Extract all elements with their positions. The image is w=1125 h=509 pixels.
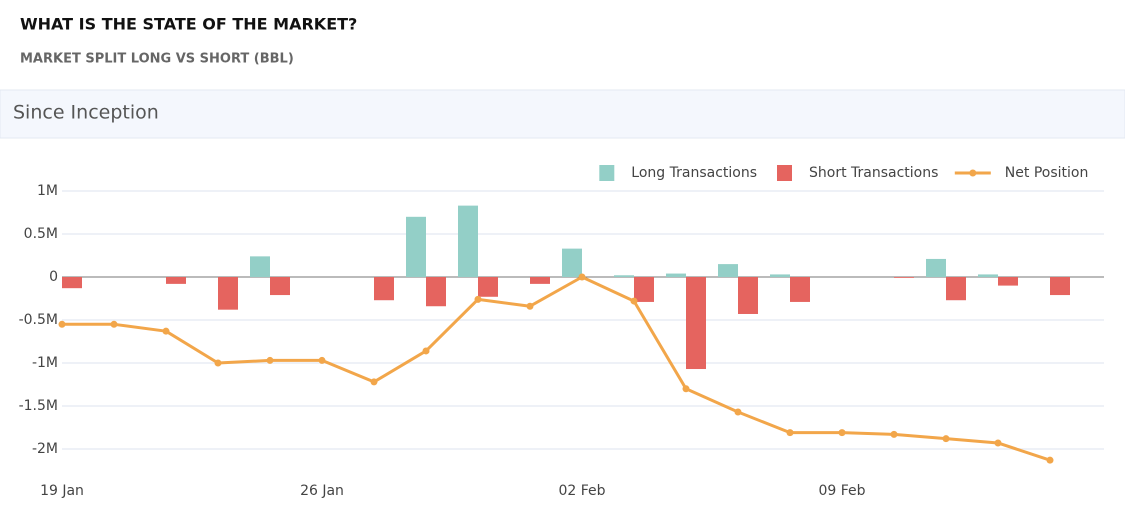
bar — [686, 277, 706, 370]
bar — [218, 277, 238, 310]
bar — [926, 258, 946, 277]
chart: -2M -1.5M -1M -0.5M 0 0.5M 1M 19 Jan 26 Jan 02 Fe… — [19, 165, 1104, 499]
legend-label: Short Transactions — [809, 165, 938, 181]
bar — [894, 277, 914, 278]
point — [890, 430, 898, 438]
bar — [406, 216, 426, 277]
bar — [530, 277, 550, 284]
y-tick-label: -1M — [32, 355, 58, 371]
point — [578, 273, 586, 281]
bar — [946, 277, 966, 301]
bar — [458, 205, 478, 277]
legend-label: Long Transactions — [631, 165, 757, 181]
line — [62, 275, 1051, 462]
page-subtitle: MARKET SPLIT LONG VS SHORT (BBL) — [20, 52, 294, 67]
point — [1046, 456, 1054, 464]
point — [682, 385, 690, 393]
point — [266, 356, 274, 364]
y-tick-label: 0.5M — [24, 226, 58, 242]
point — [474, 295, 482, 303]
point — [994, 439, 1002, 447]
y-tick-label: -1.5M — [19, 398, 58, 414]
panel-title: Since Inception — [13, 102, 159, 124]
y-tick-label: 0 — [49, 269, 58, 285]
bar — [738, 277, 758, 314]
bar — [562, 248, 582, 277]
legend-label: Net Position — [1005, 165, 1089, 181]
point — [318, 356, 326, 364]
bar — [978, 274, 998, 277]
point — [370, 378, 378, 386]
bar — [478, 277, 498, 297]
bar — [270, 277, 290, 296]
bar — [166, 277, 186, 284]
x-tick-label: 02 Feb — [558, 483, 605, 499]
bar — [998, 277, 1018, 286]
bar — [666, 273, 686, 277]
page-title: WHAT IS THE STATE OF THE MARKET? — [20, 15, 357, 34]
panel-header — [0, 89, 1125, 139]
legend-swatch — [777, 165, 792, 181]
bar — [614, 275, 634, 277]
bar — [770, 274, 790, 277]
bar — [718, 264, 738, 277]
bar — [250, 256, 270, 277]
point — [630, 297, 638, 305]
bar — [374, 277, 394, 301]
x-tick-label: 09 Feb — [818, 483, 865, 499]
bar — [1050, 277, 1070, 296]
x-tick-label: 19 Jan — [40, 483, 84, 499]
y-tick-label: -2M — [32, 441, 58, 457]
point — [422, 347, 430, 355]
bar — [62, 277, 82, 289]
legend-swatch — [599, 165, 615, 181]
point — [110, 320, 118, 328]
x-tick-label: 26 Jan — [300, 483, 344, 499]
point — [786, 429, 794, 437]
point — [942, 435, 950, 443]
y-tick-label: -0.5M — [19, 312, 58, 328]
legend-swatch — [969, 169, 977, 177]
point — [734, 408, 742, 416]
point — [214, 359, 222, 367]
point — [162, 327, 170, 335]
bar — [426, 277, 446, 307]
point — [526, 302, 534, 310]
y-tick-label: 1M — [37, 183, 58, 199]
point — [838, 429, 846, 437]
point — [58, 320, 66, 328]
bar — [634, 277, 654, 302]
bar — [790, 277, 810, 302]
